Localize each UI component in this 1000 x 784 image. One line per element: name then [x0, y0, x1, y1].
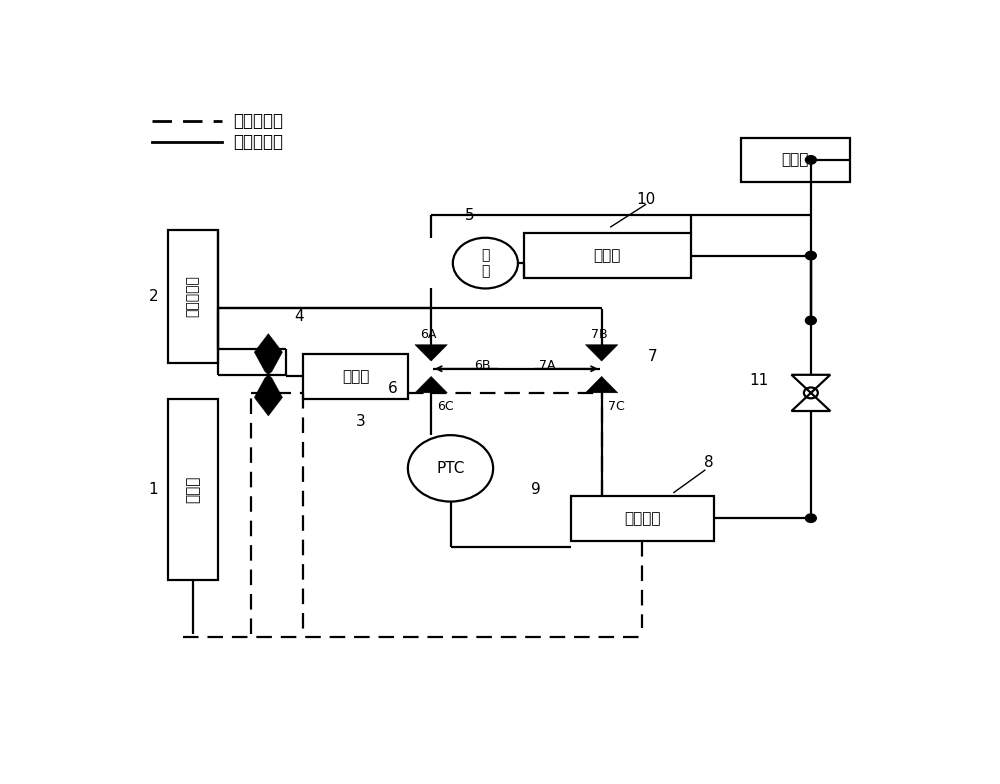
Bar [524, 233, 691, 278]
Circle shape [805, 252, 816, 260]
Text: 热交换器: 热交换器 [624, 510, 661, 525]
Text: PTC: PTC [436, 461, 465, 476]
Text: 7A: 7A [539, 359, 555, 372]
Text: 6: 6 [388, 381, 397, 396]
Text: 7B: 7B [591, 328, 608, 341]
Text: 冷却液回路: 冷却液回路 [234, 133, 284, 151]
Text: 10: 10 [636, 192, 655, 207]
Polygon shape [585, 376, 618, 393]
Text: 制冷剂回路: 制冷剂回路 [234, 112, 284, 130]
Polygon shape [585, 345, 618, 361]
Circle shape [805, 316, 816, 325]
Text: 3: 3 [356, 414, 366, 429]
Text: 水
泵: 水 泵 [481, 248, 490, 278]
Text: 6A: 6A [421, 328, 437, 341]
Polygon shape [415, 345, 447, 361]
Bar [168, 399, 218, 580]
Text: 2: 2 [149, 289, 158, 304]
Text: 电池组: 电池组 [594, 248, 621, 263]
Bar [168, 230, 218, 363]
Bar [741, 138, 850, 182]
Polygon shape [415, 376, 447, 393]
Text: 8: 8 [704, 455, 714, 470]
Text: 7C: 7C [608, 401, 625, 413]
Text: 11: 11 [749, 373, 768, 388]
Bar [571, 495, 714, 541]
Text: 6B: 6B [474, 359, 490, 372]
Circle shape [805, 514, 816, 522]
Text: 5: 5 [465, 208, 475, 223]
Bar [303, 354, 408, 399]
Text: 7: 7 [648, 349, 658, 365]
Text: 散热器: 散热器 [185, 476, 200, 503]
Circle shape [805, 156, 816, 164]
Text: 9: 9 [531, 482, 541, 497]
Text: 电池散热器: 电池散热器 [186, 275, 200, 318]
Text: 压缩机: 压缩机 [342, 368, 369, 384]
Text: 6C: 6C [437, 401, 454, 413]
Polygon shape [254, 333, 282, 375]
Text: 储液壶: 储液壶 [782, 152, 809, 167]
Polygon shape [254, 375, 282, 416]
Text: 1: 1 [149, 482, 158, 497]
Text: 4: 4 [295, 309, 304, 324]
